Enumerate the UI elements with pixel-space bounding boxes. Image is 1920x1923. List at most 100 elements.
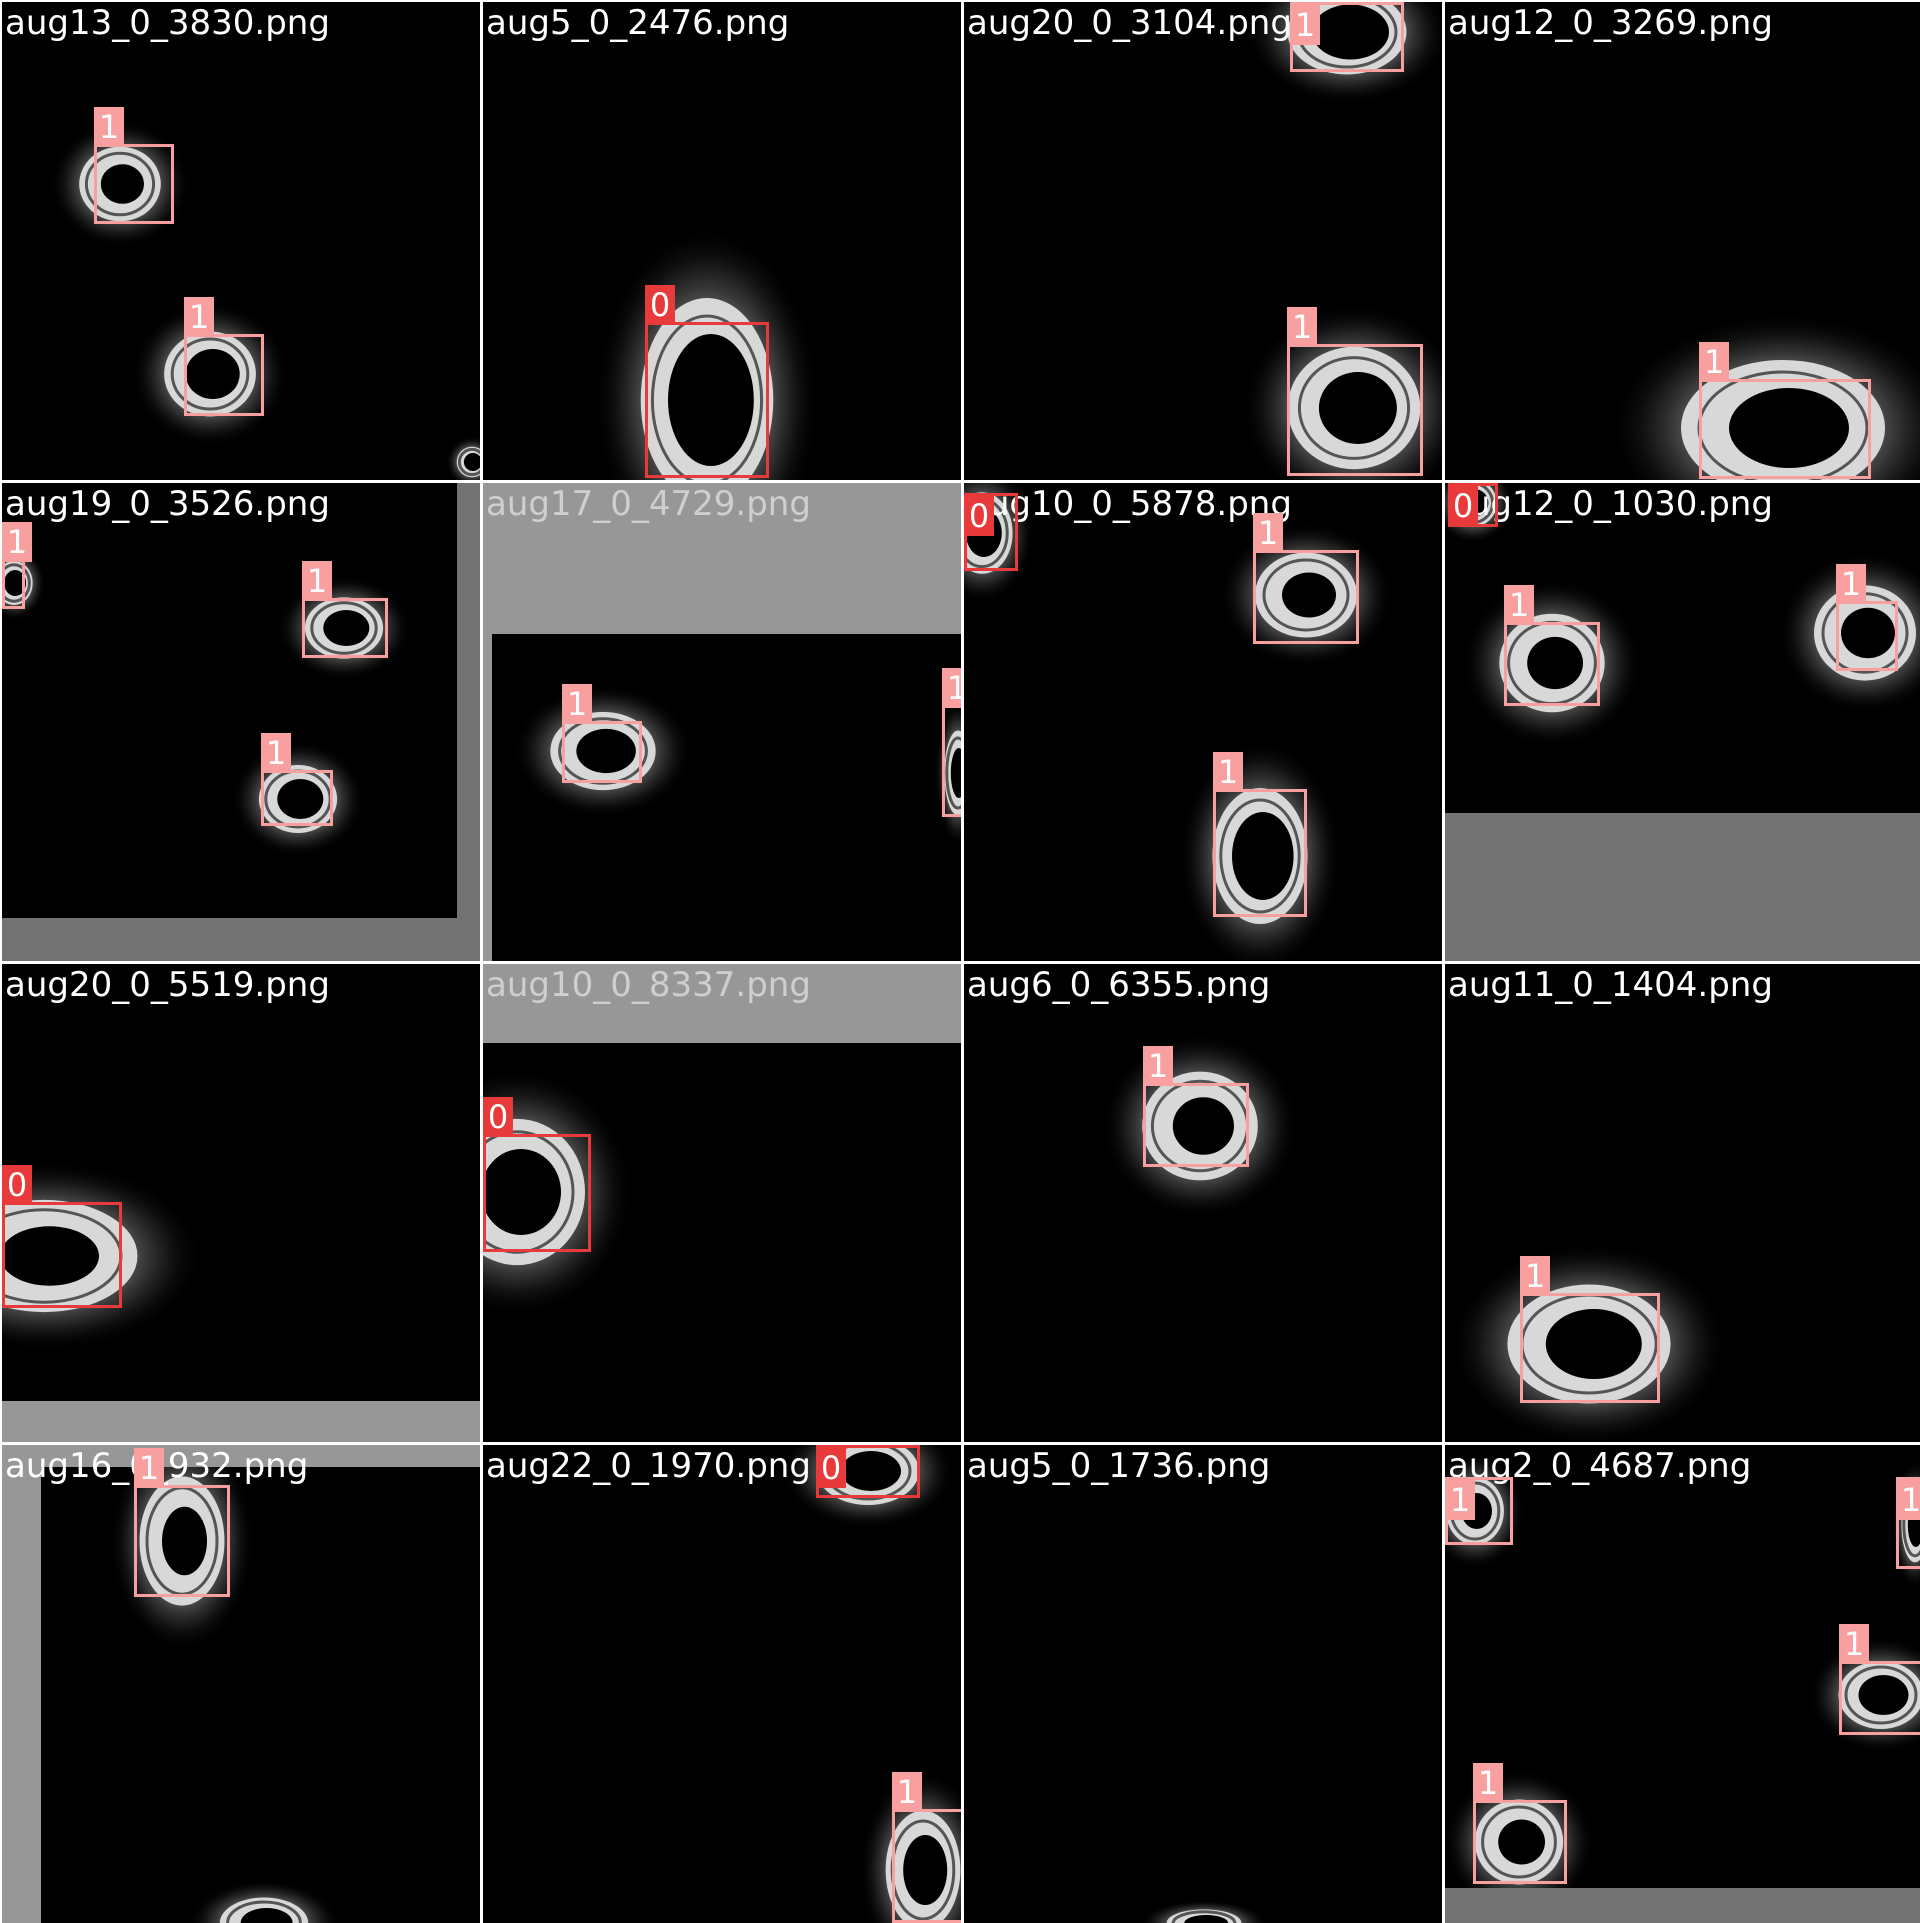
detection-box: 1: [562, 721, 642, 783]
detection-box: 1: [1290, 2, 1404, 72]
detection-box: 0: [1448, 483, 1498, 527]
class-label: 1: [1839, 1624, 1869, 1664]
padding-region: [2, 918, 480, 961]
detection-box: 1: [1699, 379, 1871, 479]
detection-box: 1: [2, 559, 25, 609]
detection-box: 0: [2, 1202, 122, 1308]
detection-box: 1: [892, 1809, 961, 1923]
class-label: 1: [892, 1772, 922, 1812]
class-label: 0: [1448, 486, 1478, 526]
tile-filename: aug5_0_1736.png: [967, 1449, 1270, 1483]
tile-filename: aug20_0_5519.png: [5, 968, 330, 1002]
class-label: 0: [483, 1097, 513, 1137]
detection-box: 1: [261, 770, 333, 826]
tile-filename: aug5_0_2476.png: [486, 6, 789, 40]
tile-filename: aug20_0_3104.png: [967, 6, 1292, 40]
class-label: 1: [184, 297, 214, 337]
class-label: 1: [1699, 342, 1729, 382]
class-label: 1: [94, 107, 124, 147]
class-label: 0: [964, 496, 994, 536]
sample-object: [189, 1880, 340, 1923]
mosaic-tile: aug10_0_8337.png 0: [483, 964, 961, 1442]
class-label: 1: [1836, 564, 1866, 604]
tile-filename: aug6_0_6355.png: [967, 968, 1270, 1002]
class-label: 0: [645, 285, 675, 325]
tile-filename: aug17_0_4729.png: [486, 487, 811, 521]
sample-object: [446, 436, 480, 480]
detection-box: 1: [1839, 1661, 1920, 1735]
detection-box: 1: [1445, 1477, 1513, 1545]
detection-box: 1: [1896, 1477, 1920, 1569]
detection-box: 0: [816, 1445, 920, 1498]
class-label: 1: [1896, 1480, 1920, 1520]
tile-image: [1445, 483, 1920, 961]
tile-image: [2, 1445, 480, 1923]
detection-box: 1: [1836, 601, 1898, 671]
class-label: 1: [562, 684, 592, 724]
class-label: 1: [1253, 513, 1283, 553]
detection-box: 1: [1473, 1800, 1567, 1884]
detection-box: 1: [1504, 622, 1600, 706]
tile-filename: aug13_0_3830.png: [5, 6, 330, 40]
class-label: 1: [302, 561, 332, 601]
detection-box: 0: [964, 493, 1018, 571]
class-label: 1: [1473, 1763, 1503, 1803]
class-label: 1: [1504, 585, 1534, 625]
detection-box: 1: [94, 144, 174, 224]
tile-image: [1445, 964, 1920, 1442]
tile-image: [964, 1445, 1442, 1923]
mosaic-tile: aug20_0_5519.png 0: [2, 964, 480, 1442]
tile-image: [964, 964, 1442, 1442]
mosaic-tile: aug6_0_6355.png 1: [964, 964, 1442, 1442]
detection-box: 1: [942, 705, 961, 817]
class-label: 1: [1520, 1256, 1550, 1296]
padding-region: [2, 1401, 480, 1442]
class-label: 1: [1445, 1480, 1475, 1520]
padding-region: [457, 483, 480, 961]
class-label: 1: [1143, 1046, 1173, 1086]
padding-region: [1445, 1888, 1920, 1923]
tile-filename: aug19_0_3526.png: [5, 487, 330, 521]
detection-box: 1: [1287, 344, 1423, 476]
class-label: 1: [1287, 307, 1317, 347]
detection-box: 1: [134, 1485, 230, 1597]
detection-box: 1: [1213, 789, 1307, 917]
detection-box: 1: [1143, 1083, 1249, 1167]
class-label: 1: [134, 1448, 164, 1488]
tile-filename: aug12_0_3269.png: [1448, 6, 1773, 40]
class-label: 1: [261, 733, 291, 773]
class-label: 1: [942, 668, 961, 708]
tile-filename: aug22_0_1970.png: [486, 1449, 811, 1483]
class-label: 0: [816, 1448, 846, 1488]
padding-region: [483, 483, 492, 961]
padding-region: [1445, 813, 1920, 961]
tile-image: [483, 483, 961, 961]
class-label: 0: [2, 1165, 32, 1205]
detection-box: 1: [302, 598, 388, 658]
tile-image: [2, 483, 480, 961]
tile-image: [483, 1445, 961, 1923]
mosaic-tile: aug12_0_3269.png 1: [1445, 2, 1920, 480]
tile-filename: aug11_0_1404.png: [1448, 968, 1773, 1002]
class-label: 1: [2, 522, 32, 562]
detection-box: 0: [483, 1134, 591, 1252]
detection-box: 0: [645, 322, 769, 478]
detection-box: 1: [1253, 550, 1359, 644]
padding-region: [2, 1445, 41, 1923]
tile-image: [964, 483, 1442, 961]
mosaic-tile: aug5_0_1736.png: [964, 1445, 1442, 1923]
class-label: 1: [1213, 752, 1243, 792]
detection-box: 1: [1520, 1293, 1660, 1403]
tile-filename: aug10_0_8337.png: [486, 968, 811, 1002]
mosaic-tile: aug5_0_2476.png 0: [483, 2, 961, 480]
detection-box: 1: [184, 334, 264, 416]
